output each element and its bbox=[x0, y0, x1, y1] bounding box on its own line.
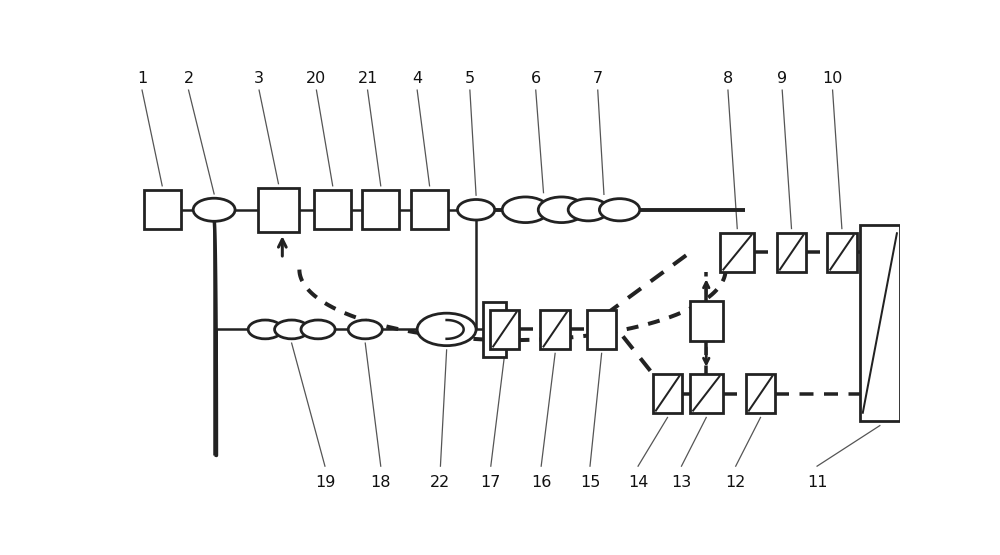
Text: 6: 6 bbox=[531, 71, 541, 86]
Bar bbox=[411, 190, 448, 229]
Text: 19: 19 bbox=[315, 475, 335, 490]
Bar bbox=[720, 233, 754, 272]
Bar bbox=[653, 374, 682, 413]
Text: 20: 20 bbox=[306, 71, 327, 86]
Circle shape bbox=[193, 198, 235, 221]
Circle shape bbox=[248, 320, 282, 339]
Bar bbox=[490, 310, 519, 349]
Bar bbox=[690, 301, 723, 341]
Text: 17: 17 bbox=[481, 475, 501, 490]
Bar bbox=[362, 190, 399, 229]
Text: 1: 1 bbox=[137, 71, 147, 86]
Bar bbox=[777, 233, 806, 272]
Circle shape bbox=[348, 320, 382, 339]
Circle shape bbox=[417, 313, 476, 346]
Circle shape bbox=[599, 199, 640, 221]
Text: 7: 7 bbox=[593, 71, 603, 86]
Text: 14: 14 bbox=[628, 475, 648, 490]
Circle shape bbox=[538, 197, 585, 223]
Bar bbox=[746, 374, 775, 413]
Bar bbox=[144, 190, 181, 229]
Text: 3: 3 bbox=[254, 71, 264, 86]
Circle shape bbox=[457, 199, 495, 220]
Bar bbox=[314, 190, 351, 229]
Circle shape bbox=[301, 320, 335, 339]
Bar bbox=[483, 302, 506, 357]
Text: 5: 5 bbox=[465, 71, 475, 86]
Text: 21: 21 bbox=[357, 71, 378, 86]
Text: 4: 4 bbox=[412, 71, 422, 86]
Text: 9: 9 bbox=[777, 71, 787, 86]
Bar bbox=[540, 310, 570, 349]
Text: 8: 8 bbox=[723, 71, 733, 86]
Text: 12: 12 bbox=[726, 475, 746, 490]
Text: 10: 10 bbox=[822, 71, 843, 86]
Text: 11: 11 bbox=[807, 475, 827, 490]
Bar bbox=[258, 188, 299, 231]
Text: 15: 15 bbox=[580, 475, 600, 490]
Bar bbox=[587, 310, 616, 349]
Bar bbox=[827, 233, 857, 272]
Circle shape bbox=[502, 197, 549, 223]
Text: 22: 22 bbox=[430, 475, 451, 490]
Bar bbox=[860, 225, 900, 421]
Text: 16: 16 bbox=[531, 475, 551, 490]
Bar bbox=[690, 374, 723, 413]
Circle shape bbox=[568, 199, 608, 221]
Text: 13: 13 bbox=[671, 475, 692, 490]
Text: 18: 18 bbox=[370, 475, 391, 490]
Circle shape bbox=[275, 320, 309, 339]
Text: 2: 2 bbox=[183, 71, 194, 86]
